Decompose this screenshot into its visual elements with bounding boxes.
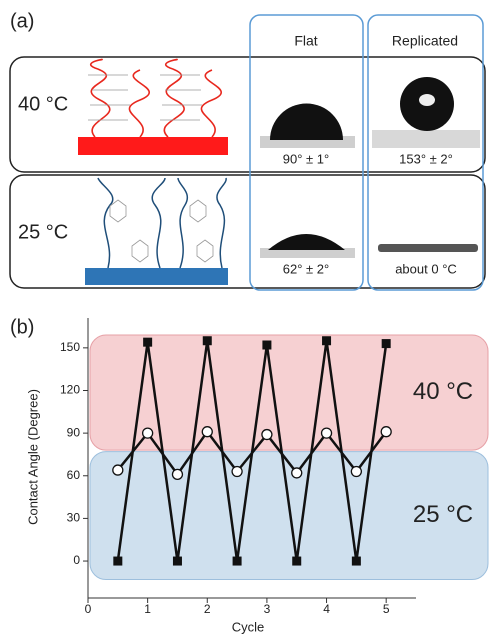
y-tick-label: 60 <box>67 468 81 482</box>
molecule-sketch <box>110 200 213 262</box>
polymer-chain <box>164 59 221 137</box>
film <box>378 244 478 252</box>
square-marker <box>352 557 361 566</box>
row-label: 40 °C <box>18 93 68 115</box>
square-marker <box>322 336 331 345</box>
circle-marker <box>292 468 302 478</box>
circle-marker <box>143 428 153 438</box>
circle-marker <box>322 428 332 438</box>
reflection <box>419 94 435 106</box>
y-tick-label: 120 <box>60 383 80 397</box>
square-marker <box>262 341 271 350</box>
angle-label: 62° ± 2° <box>283 261 329 276</box>
panel-label: (a) <box>10 10 34 32</box>
circle-marker <box>232 467 242 477</box>
substrate <box>78 137 228 155</box>
angle-label: 90° ± 1° <box>283 151 329 166</box>
square-marker <box>233 557 242 566</box>
x-tick-label: 1 <box>144 602 151 616</box>
circle-marker <box>351 467 361 477</box>
column-header: Flat <box>294 33 317 49</box>
square-marker <box>143 338 152 347</box>
circle-marker <box>113 465 123 475</box>
polymer-chain <box>91 59 150 137</box>
angle-label: about 0 °C <box>395 261 457 276</box>
circle-marker <box>172 469 182 479</box>
x-tick-label: 4 <box>323 602 330 616</box>
circle-marker <box>381 427 391 437</box>
square-marker <box>113 557 122 566</box>
y-tick-label: 30 <box>67 511 81 525</box>
square-marker <box>173 557 182 566</box>
x-tick-label: 0 <box>85 602 92 616</box>
x-tick-label: 2 <box>204 602 211 616</box>
square-marker <box>203 336 212 345</box>
square-marker <box>292 557 301 566</box>
y-tick-label: 0 <box>73 553 80 567</box>
circle-marker <box>202 427 212 437</box>
band-label: 25 °C <box>413 501 473 528</box>
circle-marker <box>262 430 272 440</box>
angle-label: 153° ± 2° <box>399 151 453 166</box>
y-tick-label: 90 <box>67 425 81 439</box>
x-tick-label: 5 <box>383 602 390 616</box>
substrate <box>85 268 228 285</box>
surface <box>372 130 480 148</box>
column-header: Replicated <box>392 33 458 49</box>
x-tick-label: 3 <box>264 602 271 616</box>
droplet <box>270 104 343 141</box>
polymer-chain <box>98 178 226 268</box>
y-tick-label: 150 <box>60 340 80 354</box>
figure: (a) Flat Replicated 40 °C 25 °C 90° ± 1°… <box>0 0 490 639</box>
panel-label: (b) <box>10 316 34 338</box>
x-axis-label: Cycle <box>232 619 265 634</box>
band-label: 40 °C <box>413 378 473 405</box>
y-axis-label: Contact Angle (Degree) <box>25 389 40 525</box>
square-marker <box>382 339 391 348</box>
row-label: 25 °C <box>18 221 68 243</box>
droplet <box>268 234 345 250</box>
